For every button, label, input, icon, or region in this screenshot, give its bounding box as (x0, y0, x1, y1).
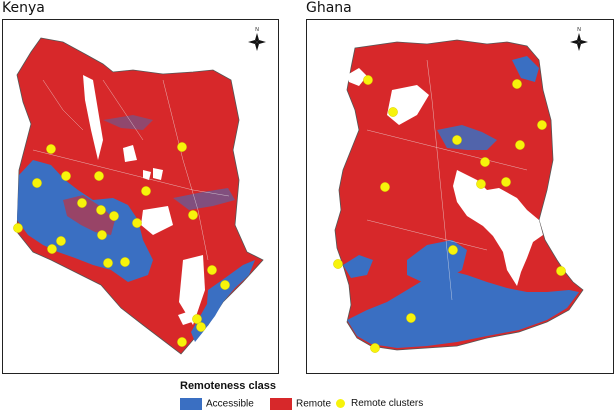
ghana-title: Ghana (306, 0, 352, 16)
ghana-cluster (537, 120, 547, 130)
kenya-accessible-east (173, 188, 235, 210)
kenya-map-frame: N (2, 19, 279, 374)
cluster-dot-icon (336, 398, 345, 408)
kenya-cluster (220, 280, 230, 290)
kenya-cluster (192, 314, 202, 324)
remote-swatch (270, 398, 292, 410)
kenya-road-network (32, 79, 230, 261)
ghana-map-frame: N (306, 19, 614, 374)
ghana-accessible-north (437, 125, 497, 150)
ghana-north-label: N (577, 27, 581, 33)
ghana-cluster (556, 266, 566, 276)
kenya-cluster (132, 218, 142, 228)
kenya-cluster (177, 142, 187, 152)
kenya-cluster (103, 258, 113, 268)
kenya-cluster (56, 236, 66, 246)
kenya-cluster (196, 322, 206, 332)
kenya-cluster (120, 257, 130, 267)
legend-label-remote: Remote (296, 398, 332, 410)
kenya-cluster (177, 337, 187, 347)
kenya-cluster (141, 186, 151, 196)
kenya-accessible-coast (191, 260, 255, 342)
legend-item-remote-clusters: Remote clusters (336, 398, 423, 409)
kenya-cluster (77, 198, 87, 208)
kenya-lake-turkana (83, 75, 103, 160)
kenya-accessible-north (103, 115, 153, 130)
ghana-road-network (366, 59, 528, 301)
ghana-cluster (406, 313, 416, 323)
kenya-white-patch-1 (123, 145, 137, 162)
ghana-cluster (448, 245, 458, 255)
ghana-cluster (515, 140, 525, 150)
ghana-cluster (501, 177, 511, 187)
ghana-cluster (380, 182, 390, 192)
accessible-swatch (180, 398, 202, 410)
ghana-cluster (476, 179, 486, 189)
kenya-cluster (188, 210, 198, 220)
ghana-cluster (512, 79, 522, 89)
kenya-cluster (47, 244, 57, 254)
kenya-accessible-central (63, 195, 115, 235)
ghana-white-patch-north (347, 68, 367, 86)
ghana-white-patch-northwest (387, 85, 429, 125)
kenya-cluster (94, 171, 104, 181)
kenya-north-arrow: N (248, 27, 266, 51)
kenya-title: Kenya (2, 0, 45, 16)
legend-label-accessible: Accessible (206, 398, 254, 410)
legend-item-remote: Remote (270, 398, 331, 410)
kenya-north-label: N (255, 27, 259, 33)
kenya-map: N (13, 27, 266, 355)
kenya-cluster (46, 144, 56, 154)
kenya-cluster (13, 223, 23, 233)
ghana-accessible-northeast (512, 56, 539, 82)
legend-label-remote-clusters: Remote clusters (351, 398, 424, 409)
kenya-remote-clusters (13, 142, 230, 347)
legend-title: Remoteness class (180, 380, 276, 392)
ghana-cluster (370, 343, 380, 353)
kenya-cluster (96, 205, 106, 215)
ghana-accessible-west (343, 255, 373, 278)
ghana-accessible-south (347, 270, 579, 348)
ghana-lake-volta (453, 170, 543, 286)
kenya-white-patch-4 (179, 255, 205, 325)
ghana-map: N (333, 27, 588, 353)
ghana-cluster (363, 75, 373, 85)
ghana-cluster (452, 135, 462, 145)
kenya-white-patch-6 (143, 170, 151, 180)
ghana-remote-clusters (333, 75, 566, 353)
kenya-cluster (207, 265, 217, 275)
kenya-cluster (109, 211, 119, 221)
legend-item-accessible: Accessible (180, 398, 254, 410)
ghana-cluster (333, 259, 343, 269)
kenya-cluster (61, 171, 71, 181)
kenya-cluster (32, 178, 42, 188)
ghana-cluster (480, 157, 490, 167)
ghana-cluster (388, 107, 398, 117)
kenya-white-patch-2 (153, 168, 163, 180)
kenya-cluster (97, 230, 107, 240)
legend: Remoteness class Accessible Remote Remot… (180, 380, 480, 412)
ghana-north-arrow: N (570, 27, 588, 51)
kenya-white-patch-3 (141, 206, 173, 235)
